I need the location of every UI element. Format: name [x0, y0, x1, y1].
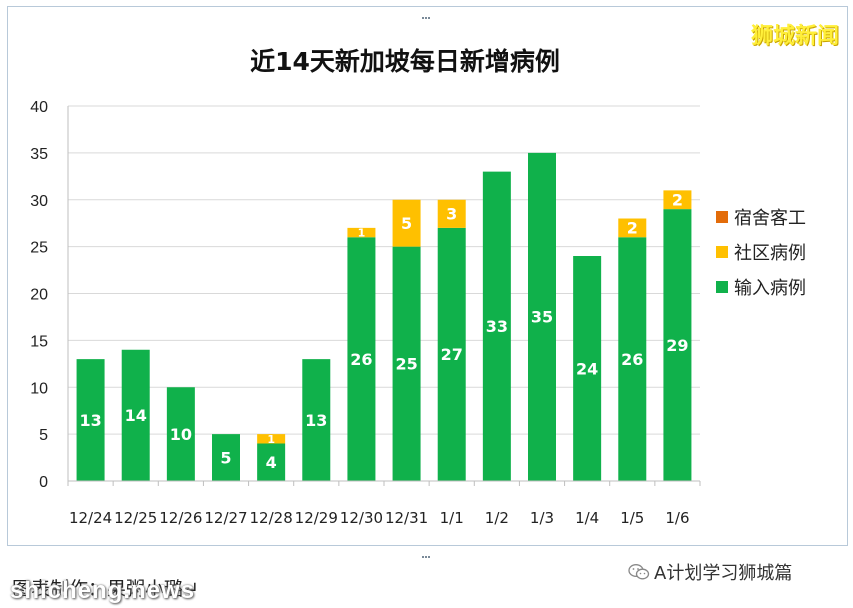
source-watermark: shicheng.news [10, 577, 196, 604]
bar-value-label: 1 [358, 227, 366, 240]
bar-value-label: 2 [627, 219, 638, 238]
bar-输入病例 [347, 237, 376, 481]
bar-输入病例 [212, 434, 240, 481]
y-tick-label: 10 [30, 380, 48, 397]
bar-value-label: 27 [441, 345, 463, 364]
y-tick-label: 30 [30, 193, 48, 210]
bar-输入病例 [302, 359, 331, 481]
bar-输入病例 [76, 359, 105, 481]
bar-输入病例 [166, 387, 195, 481]
legend-label: 输入病例 [734, 278, 806, 299]
wechat-icon [628, 564, 650, 580]
bar-社区病例 [663, 190, 692, 210]
x-tick-label: 1/6 [665, 509, 689, 527]
bar-输入病例 [392, 246, 421, 481]
bar-value-label: 5 [220, 448, 231, 467]
chart-caption: 图表制作：果粥小璐↵ [12, 578, 199, 600]
frame-handle-bottom[interactable] [422, 543, 432, 558]
bar-输入病例 [121, 349, 150, 481]
legend-swatch [716, 211, 728, 223]
wechat-account-name: A计划学习狮城篇 [654, 563, 793, 584]
legend-swatch [716, 246, 728, 258]
bar-value-label: 35 [531, 308, 553, 327]
bar-value-label: 26 [621, 350, 643, 369]
frame-handle-top[interactable] [422, 4, 432, 19]
bar-value-label: 24 [576, 359, 598, 378]
gridlines [68, 105, 700, 482]
x-tick-label: 12/27 [204, 509, 247, 527]
bar-value-label: 3 [446, 205, 457, 224]
y-tick-label: 25 [30, 240, 48, 257]
bar-value-label: 33 [486, 317, 508, 336]
bar-value-label: 1 [267, 433, 275, 446]
y-tick-label: 0 [39, 474, 48, 491]
bar-社区病例 [257, 434, 286, 444]
x-axis: 12/24 12/25 12/26 12/27 12/28 12/29 12/30 12/31… [67, 480, 701, 527]
y-tick-label: 15 [30, 333, 48, 350]
bar-输入病例 [528, 152, 556, 481]
x-tick-label: 12/26 [159, 509, 202, 527]
wechat-account: A计划学习狮城篇 [628, 561, 793, 584]
x-tick-label: 1/1 [440, 509, 464, 527]
bar-输入病例 [573, 256, 602, 481]
bar-value-label: 14 [125, 406, 147, 425]
x-tick-label: 1/4 [575, 509, 599, 527]
x-tick-label: 1/2 [485, 509, 509, 527]
y-tick-label: 35 [30, 146, 48, 163]
y-tick-label: 20 [30, 287, 48, 304]
legend-swatch [716, 281, 728, 293]
bar-输入病例 [618, 237, 647, 481]
bar-输入病例 [257, 443, 286, 481]
legend-label: 社区病例 [734, 243, 806, 264]
bar-输入病例 [482, 171, 511, 481]
x-tick-label: 12/24 [69, 509, 112, 527]
x-tick-label: 12/29 [295, 509, 338, 527]
bar-value-label: 2 [672, 191, 683, 210]
brand-watermark: 狮城新闻 [750, 24, 839, 49]
bar-社区病例 [437, 199, 466, 228]
bar-社区病例 [392, 199, 421, 247]
x-tick-label: 12/25 [114, 509, 157, 527]
legend-label: 宿舍客工 [734, 208, 806, 229]
x-tick-label: 1/5 [620, 509, 644, 527]
y-tick-label: 5 [39, 427, 48, 444]
bar-value-label: 5 [401, 214, 412, 233]
x-tick-label: 12/31 [385, 509, 428, 527]
bar-社区病例 [618, 218, 647, 238]
bar-value-label: 26 [350, 350, 372, 369]
bar-value-label: 4 [266, 453, 277, 472]
x-tick-label: 12/28 [250, 509, 293, 527]
bar-value-label: 13 [305, 411, 327, 430]
bar-输入病例 [437, 227, 466, 481]
chart-title: 近14天新加坡每日新增病例 [250, 47, 560, 76]
y-tick-label: 40 [30, 99, 48, 116]
bar-社区病例 [347, 227, 376, 238]
bar-value-label: 25 [395, 355, 417, 374]
bar-输入病例 [663, 209, 692, 481]
y-axis: 0 5 10 15 20 25 30 35 40 [30, 99, 69, 491]
bar-value-label: 10 [170, 425, 192, 444]
bar-value-label: 29 [666, 336, 688, 355]
x-tick-label: 1/3 [530, 509, 554, 527]
bar-value-label: 13 [79, 411, 101, 430]
x-tick-label: 12/30 [340, 509, 383, 527]
